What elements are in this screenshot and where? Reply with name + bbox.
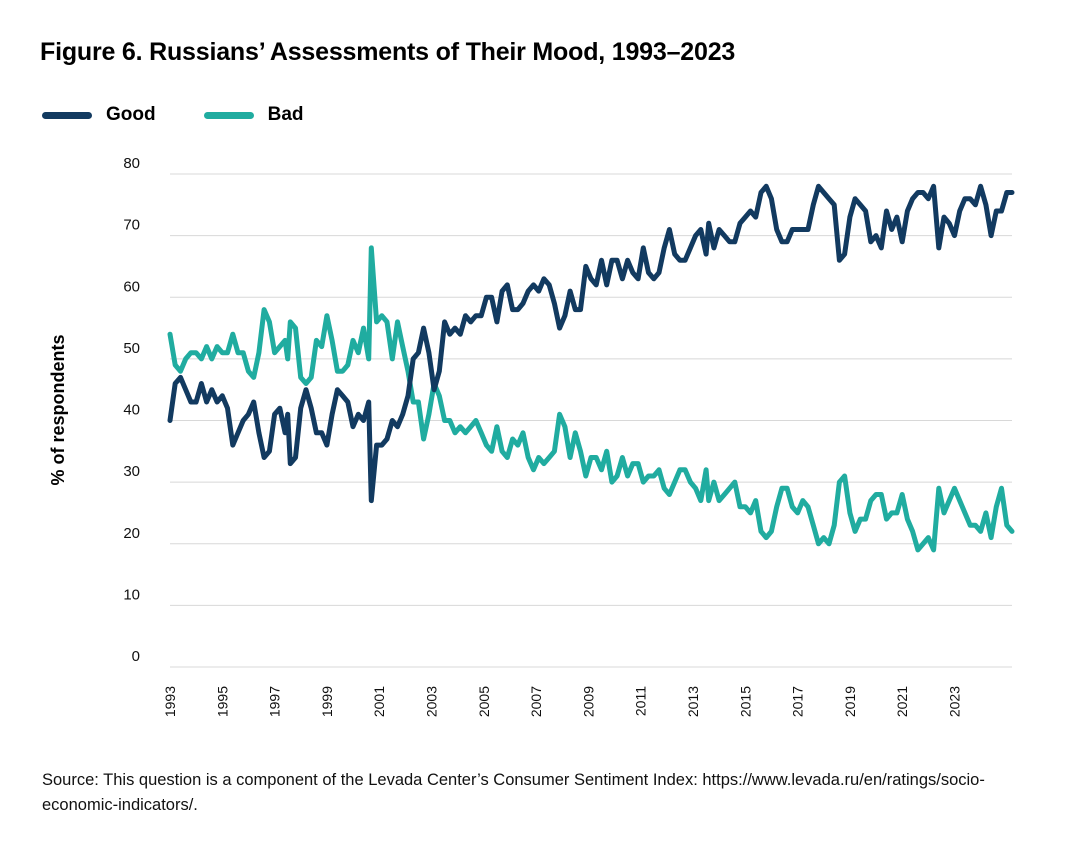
source-note: Source: This question is a component of …: [42, 771, 985, 814]
y-tick-label: 70: [123, 217, 140, 234]
y-tick-label: 30: [123, 463, 140, 480]
legend-label-bad: Bad: [267, 104, 304, 125]
legend-item-good: Good: [42, 104, 156, 126]
x-tick-label: 2001: [371, 686, 387, 717]
x-tick-label: 1999: [319, 686, 335, 717]
y-tick-label: 40: [123, 402, 140, 419]
y-tick-label: 20: [123, 525, 140, 542]
x-tick-label: 1995: [214, 686, 230, 717]
series-line-good: [167, 183, 1015, 504]
y-axis-ticks: 0 10 20 30 40 50 60 70 80: [123, 155, 140, 665]
page-title: Figure 6. Russians’ Assessments of Their…: [40, 38, 736, 66]
legend-label-good: Good: [106, 104, 156, 125]
grid-lines: [170, 173, 1012, 668]
x-axis-ticks: 1993 1995 1997 1999 2001 2003 2005 2007 2009 2011…: [162, 686, 962, 717]
x-tick-label: 1997: [267, 686, 283, 717]
series-lines: [167, 183, 1015, 553]
x-tick-label: 2017: [790, 686, 806, 717]
y-tick-label: 50: [123, 340, 140, 357]
series-line-bad: [167, 245, 1015, 553]
y-tick-label: 10: [123, 586, 140, 603]
x-tick-label: 2007: [528, 686, 544, 717]
x-tick-label: 2005: [476, 686, 492, 717]
x-tick-label: 1993: [162, 686, 178, 717]
legend-item-bad: Bad: [203, 104, 304, 126]
x-tick-label: 2021: [894, 686, 910, 717]
x-tick-label: 2003: [423, 686, 439, 717]
legend-swatch-good: [42, 111, 92, 119]
x-tick-label: 2009: [580, 686, 596, 717]
legend: Good Bad: [42, 104, 352, 126]
x-tick-label: 2023: [946, 686, 962, 717]
y-tick-label: 0: [132, 648, 140, 665]
x-tick-label: 2019: [842, 686, 858, 717]
x-tick-label: 2013: [685, 686, 701, 717]
legend-swatch-bad: [203, 111, 254, 119]
x-tick-label: 2011: [633, 686, 649, 716]
x-tick-label: 2015: [737, 686, 753, 717]
line-chart: 0 10 20 30 40 50 60 70 80 1993 1995 1997 1999 2001 20…: [48, 155, 1015, 717]
y-tick-label: 80: [123, 155, 140, 172]
y-tick-label: 60: [123, 278, 140, 295]
y-axis-label: % of respondents: [48, 334, 68, 485]
